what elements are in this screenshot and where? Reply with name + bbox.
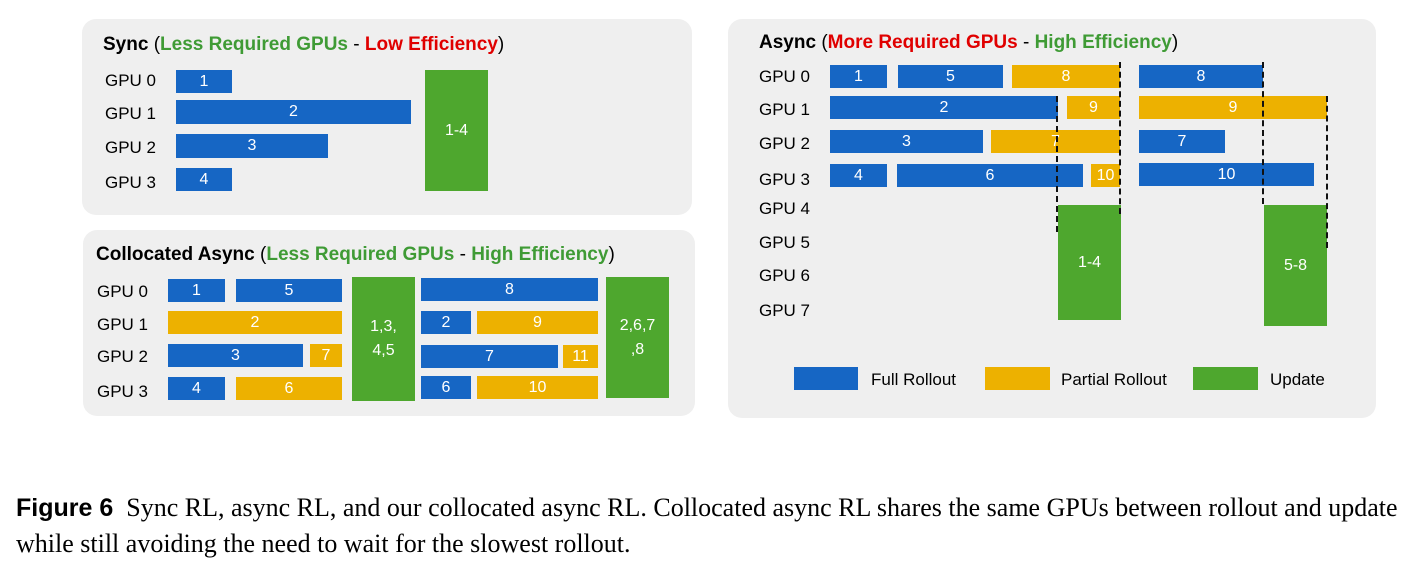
caption-text: Sync RL, async RL, and our collocated as… <box>16 493 1398 558</box>
update-block-line: ,8 <box>630 340 645 358</box>
collocated-sep: - <box>454 244 472 265</box>
async-gpu-label: GPU 2 <box>759 134 811 153</box>
partial-rollout-bar: 6 <box>236 377 342 400</box>
sync-paren-close: ) <box>497 34 505 55</box>
async-paren-open: ( <box>821 32 828 53</box>
full-rollout-bar: 4 <box>176 168 232 191</box>
update-block-line: 4,5 <box>372 342 395 359</box>
full-rollout-bar: 1 <box>830 65 887 88</box>
sync-title: Sync (Less Required GPUs - Low Efficienc… <box>103 34 504 56</box>
full-rollout-bar: 2 <box>421 311 471 334</box>
full-rollout-bar: 4 <box>168 377 225 400</box>
sync-gpu-label: GPU 0 <box>105 71 157 90</box>
async-gpu-label: GPU 3 <box>759 170 811 189</box>
update-block: 1,3, 4,5 <box>352 277 415 401</box>
sync-gpu-label: GPU 3 <box>105 173 157 192</box>
legend-update-label: Update <box>1270 370 1325 389</box>
full-rollout-bar: 2 <box>176 100 411 124</box>
sync-boundary-dashed-line <box>1262 62 1264 204</box>
full-rollout-bar: 8 <box>421 278 598 301</box>
full-rollout-bar: 3 <box>830 130 983 153</box>
partial-rollout-bar: 2 <box>168 311 342 334</box>
full-rollout-bar: 2 <box>830 96 1058 119</box>
partial-rollout-bar: 9 <box>1067 96 1120 119</box>
sync-boundary-dashed-line <box>1119 62 1121 214</box>
partial-rollout-bar: 10 <box>1091 164 1120 187</box>
async-title-name: Async <box>759 32 817 53</box>
partial-rollout-bar: 8 <box>1012 65 1120 88</box>
sync-paren-open: ( <box>153 34 161 55</box>
sync-boundary-dashed-line <box>1326 96 1328 248</box>
async-gpu-label: GPU 1 <box>759 100 811 119</box>
full-rollout-bar: 7 <box>421 345 558 368</box>
partial-rollout-bar: 10 <box>477 376 598 399</box>
update-block-line: 1,3, <box>370 318 397 335</box>
full-rollout-bar: 3 <box>176 134 328 158</box>
collocated-gpu-label: GPU 2 <box>97 347 149 366</box>
full-rollout-bar: 7 <box>1139 130 1225 153</box>
legend-full-rollout-swatch <box>794 367 858 390</box>
partial-rollout-bar: 11 <box>563 345 598 368</box>
legend-full-rollout-label: Full Rollout <box>871 370 957 389</box>
update-block: 1-4 <box>425 70 488 191</box>
sync-boundary-dashed-line <box>1056 96 1058 232</box>
update-block: 1-4 <box>1058 205 1121 320</box>
update-block-line: 2,6,7 <box>619 316 656 334</box>
collocated-gpu-label: GPU 1 <box>97 315 149 334</box>
async-paren-close: ) <box>1171 32 1179 53</box>
collocated-paren-close: ) <box>608 244 615 265</box>
sync-efficiency-note: Low Efficiency <box>364 34 498 55</box>
collocated-gpu-label: GPU 3 <box>97 382 149 401</box>
collocated-title-name: Collocated Async <box>96 244 255 265</box>
async-efficiency-note: High Efficiency <box>1034 32 1172 53</box>
update-block: 2,6,7 ,8 <box>606 277 669 398</box>
full-rollout-bar: 1 <box>168 279 225 302</box>
partial-rollout-bar: 7 <box>310 344 342 367</box>
full-rollout-bar: 4 <box>830 164 887 187</box>
figure-caption: Figure 6 Sync RL, async RL, and our coll… <box>16 490 1401 562</box>
full-rollout-bar: 6 <box>897 164 1083 187</box>
async-gpu-label: GPU 6 <box>759 266 811 285</box>
full-rollout-bar: 6 <box>421 376 471 399</box>
full-rollout-bar: 5 <box>898 65 1003 88</box>
sync-title-name: Sync <box>103 34 149 55</box>
sync-gpu-label: GPU 2 <box>105 138 157 157</box>
async-gpu-label: GPU 4 <box>759 199 811 218</box>
full-rollout-bar: 1 <box>176 70 232 93</box>
full-rollout-bar: 5 <box>236 279 342 302</box>
collocated-efficiency-note: High Efficiency <box>471 244 609 265</box>
legend-partial-rollout-swatch <box>985 367 1050 390</box>
sync-gpus-note: Less Required GPUs <box>160 34 348 55</box>
sync-gpu-label: GPU 1 <box>105 104 157 123</box>
update-block: 5-8 <box>1264 205 1327 326</box>
full-rollout-bar: 10 <box>1139 163 1314 186</box>
figure-label: Figure 6 <box>16 494 114 522</box>
async-title: Async (More Required GPUs - High Efficie… <box>759 32 1178 54</box>
legend-partial-rollout-label: Partial Rollout <box>1061 370 1167 389</box>
collocated-async-title: Collocated Async (Less Required GPUs - H… <box>96 244 615 266</box>
async-gpu-label: GPU 0 <box>759 67 811 86</box>
async-gpu-label: GPU 5 <box>759 233 811 252</box>
sync-sep: - <box>347 34 365 55</box>
async-sep: - <box>1017 32 1035 53</box>
collocated-paren-open: ( <box>260 244 267 265</box>
partial-rollout-bar: 7 <box>991 130 1120 153</box>
async-gpu-label: GPU 7 <box>759 301 811 320</box>
async-gpus-note: More Required GPUs <box>827 32 1018 53</box>
full-rollout-bar: 8 <box>1139 65 1263 88</box>
full-rollout-bar: 3 <box>168 344 303 367</box>
partial-rollout-bar: 9 <box>1139 96 1327 119</box>
collocated-gpu-label: GPU 0 <box>97 282 149 301</box>
collocated-gpus-note: Less Required GPUs <box>266 244 455 265</box>
partial-rollout-bar: 9 <box>477 311 598 334</box>
legend-update-swatch <box>1193 367 1258 390</box>
